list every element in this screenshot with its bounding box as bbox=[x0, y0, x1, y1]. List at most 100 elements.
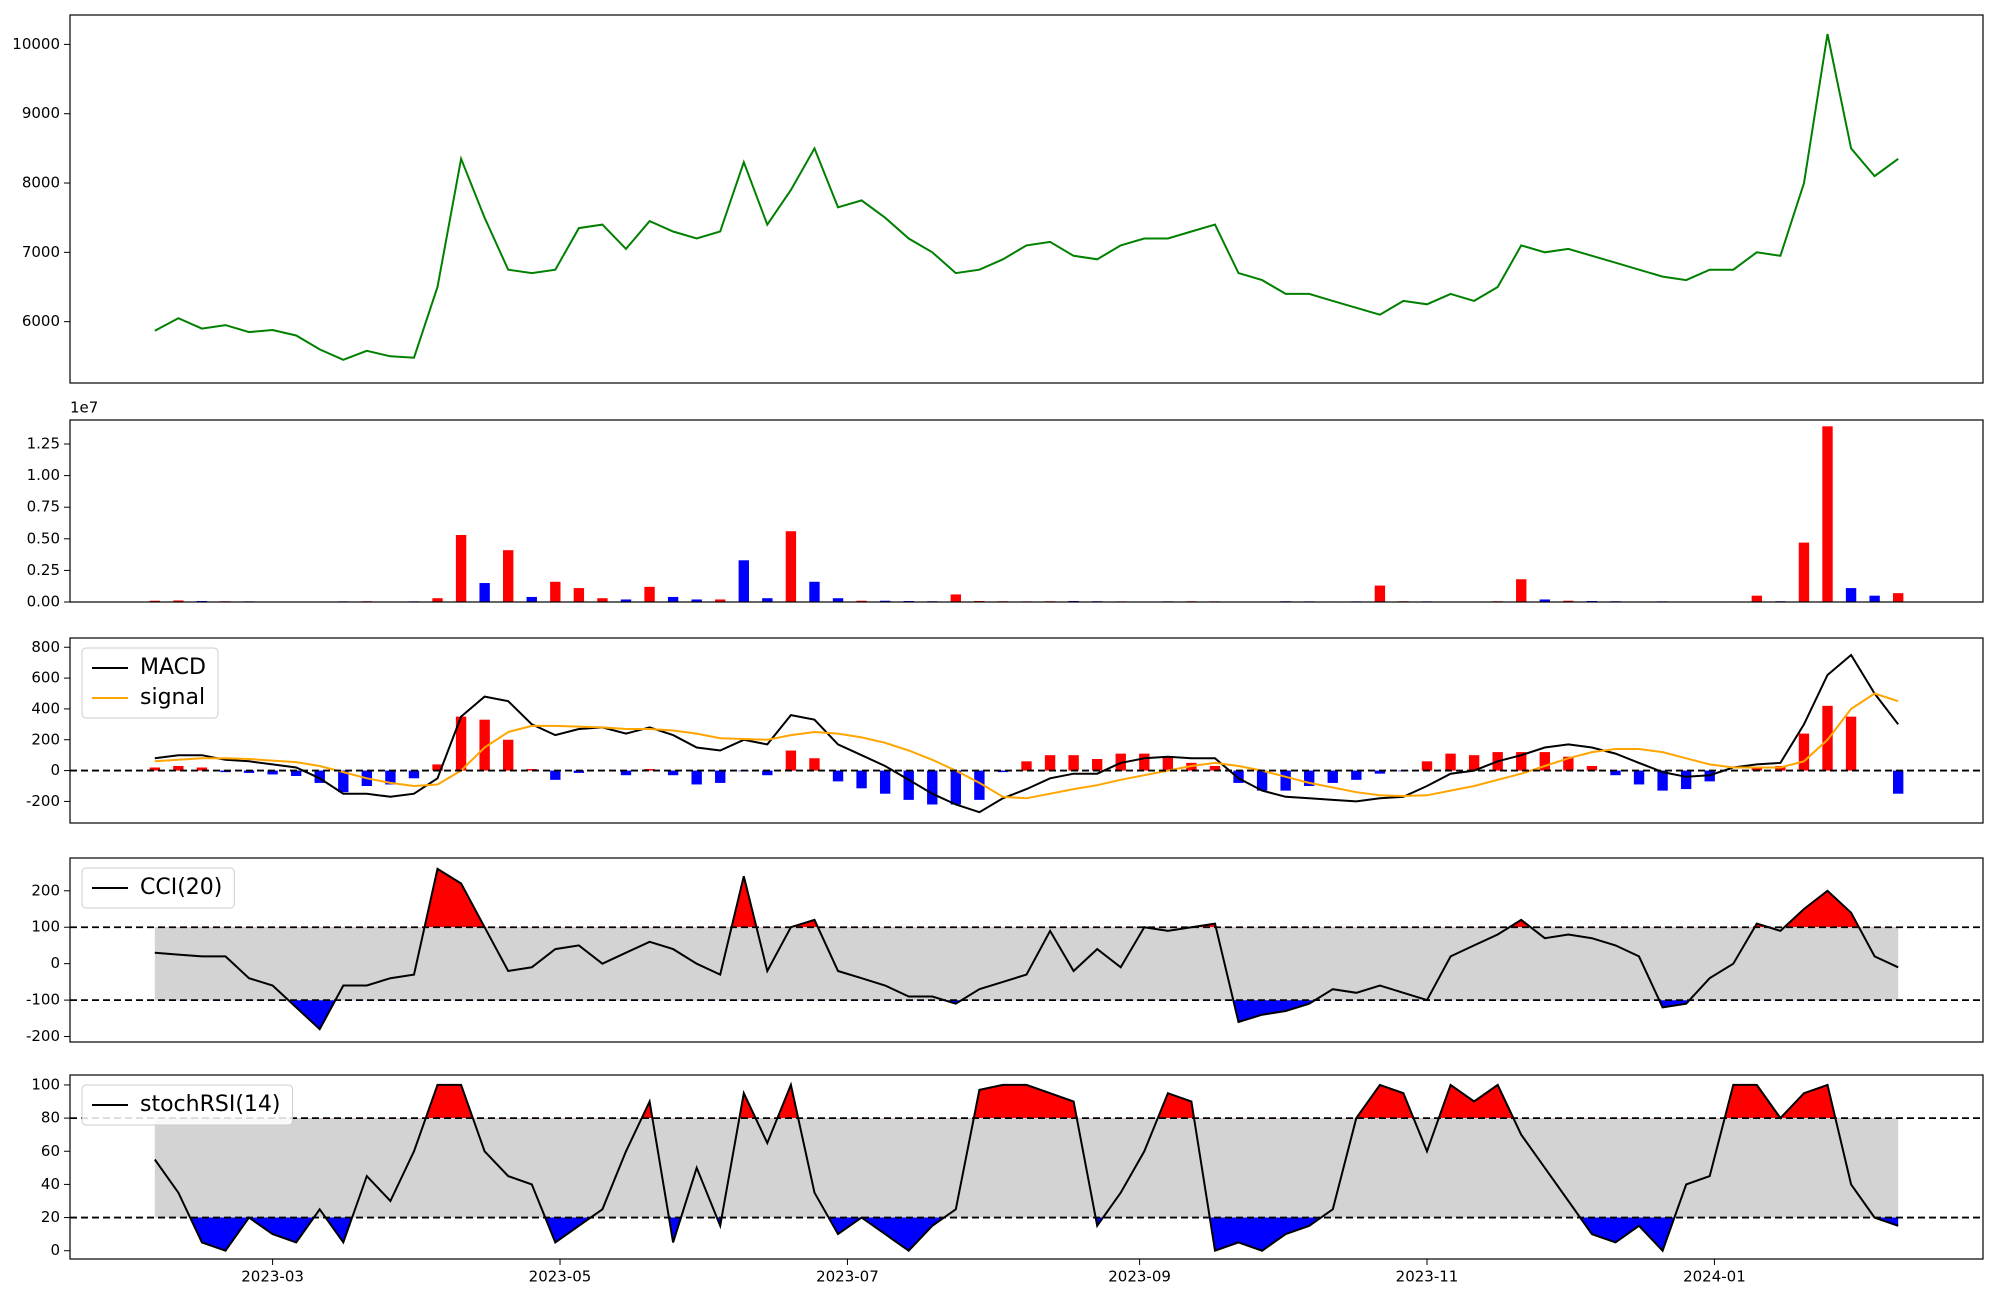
histogram-bar bbox=[1327, 770, 1338, 783]
histogram-bar bbox=[1304, 770, 1315, 786]
histogram-bar bbox=[479, 719, 490, 771]
axes-frame bbox=[69, 637, 1984, 824]
y-tick-label: 800 bbox=[31, 638, 60, 656]
histogram-bar bbox=[856, 770, 867, 789]
histogram-bar bbox=[667, 770, 679, 776]
axes-frame bbox=[69, 1074, 1984, 1260]
plot-area bbox=[149, 426, 1904, 602]
volume-bar bbox=[1374, 585, 1386, 602]
legend-label: MACD bbox=[140, 655, 206, 680]
volume-bar bbox=[432, 598, 443, 602]
legend-label: CCI(20) bbox=[140, 875, 222, 900]
histogram-bar bbox=[832, 770, 844, 782]
volume-bar bbox=[1516, 579, 1527, 602]
histogram-bar bbox=[1021, 761, 1032, 771]
volume-bar bbox=[173, 600, 184, 602]
y-tick-label: -200 bbox=[26, 792, 60, 810]
volume-bar bbox=[644, 586, 655, 602]
y-tick-label: 80 bbox=[41, 1109, 60, 1127]
histogram-bar bbox=[1633, 770, 1645, 785]
volume-bar bbox=[1893, 593, 1904, 602]
y-tick-label: 0 bbox=[50, 954, 60, 972]
histogram-bar bbox=[950, 770, 962, 805]
legend-box bbox=[81, 867, 235, 909]
histogram-bar bbox=[408, 770, 420, 779]
volume-bar bbox=[550, 581, 561, 602]
histogram-bar bbox=[432, 764, 443, 771]
y-tick-label: 200 bbox=[31, 881, 60, 899]
histogram-bar bbox=[1680, 770, 1692, 790]
volume-bar bbox=[809, 581, 820, 602]
legend: stochRSI(14) bbox=[81, 1084, 293, 1126]
histogram-bar bbox=[974, 770, 985, 800]
volume-bar bbox=[950, 594, 962, 602]
histogram-bar bbox=[785, 750, 797, 771]
y-tick-label: 9000 bbox=[22, 104, 60, 122]
y-tick-label: 20 bbox=[41, 1208, 60, 1226]
y-tick-label: 600 bbox=[31, 669, 60, 687]
histogram-bar bbox=[550, 770, 561, 780]
plot-area bbox=[70, 1081, 1983, 1253]
volume-bar bbox=[1798, 542, 1810, 602]
histogram-bar bbox=[455, 716, 467, 771]
histogram-bar bbox=[1657, 770, 1668, 791]
x-tick-label: 2023-03 bbox=[241, 1268, 304, 1286]
histogram-bar bbox=[1539, 752, 1550, 771]
histogram-bar bbox=[1233, 770, 1244, 783]
histogram-bar bbox=[1374, 770, 1386, 774]
plot-area bbox=[154, 33, 1899, 361]
y-tick-label: 6000 bbox=[22, 312, 60, 330]
volume-bar bbox=[1563, 600, 1574, 602]
histogram-bar bbox=[1162, 756, 1174, 771]
volume-bar bbox=[149, 600, 160, 602]
histogram-bar bbox=[1751, 767, 1763, 771]
plot-area bbox=[70, 867, 1983, 1031]
histogram-bar bbox=[620, 770, 632, 776]
histogram-bar bbox=[1421, 761, 1433, 771]
histogram-bar bbox=[338, 770, 349, 793]
plot-area bbox=[70, 653, 1983, 814]
volume-bar bbox=[1845, 588, 1857, 602]
histogram-bar bbox=[1256, 770, 1268, 791]
volume-bar bbox=[1751, 595, 1763, 602]
volume-bar bbox=[785, 531, 797, 602]
y-tick-label: 8000 bbox=[22, 174, 60, 192]
histogram-bar bbox=[1139, 753, 1150, 771]
x-tick-label: 2023-09 bbox=[1108, 1268, 1171, 1286]
lower-fill bbox=[154, 1000, 1899, 1030]
histogram-bar bbox=[1044, 755, 1056, 771]
volume-bar bbox=[479, 583, 490, 602]
y-tick-label: 10000 bbox=[12, 35, 60, 53]
histogram-bar bbox=[1516, 752, 1527, 771]
histogram-bar bbox=[1445, 753, 1456, 771]
y-tick-label: 40 bbox=[41, 1175, 60, 1193]
y-tick-label: 200 bbox=[31, 730, 60, 748]
legend-label: stochRSI(14) bbox=[140, 1092, 281, 1117]
y-tick-label: 0 bbox=[50, 761, 60, 779]
histogram-bar bbox=[1468, 755, 1480, 771]
volume-bar bbox=[879, 600, 891, 602]
y-tick-label: 1.25 bbox=[27, 435, 60, 453]
volume-bar bbox=[526, 596, 537, 602]
volume-bar bbox=[1822, 426, 1833, 602]
y-tick-label: 0.00 bbox=[27, 593, 60, 611]
y-tick-label: 100 bbox=[31, 1075, 60, 1093]
histogram-bar bbox=[196, 767, 208, 771]
histogram-bar bbox=[1845, 716, 1857, 771]
histogram-bar bbox=[526, 769, 537, 771]
volume-bar bbox=[762, 598, 773, 602]
histogram-bar bbox=[267, 770, 278, 775]
legend-box bbox=[81, 647, 219, 719]
axes-frame bbox=[69, 419, 1984, 603]
series-line bbox=[154, 692, 1899, 800]
legend-label: signal bbox=[140, 685, 205, 710]
band bbox=[154, 1118, 1899, 1218]
histogram-bar bbox=[927, 770, 938, 805]
y-tick-label: 7000 bbox=[22, 243, 60, 261]
volume-bar bbox=[738, 560, 749, 602]
axes-frame bbox=[69, 14, 1984, 384]
histogram-bar bbox=[314, 770, 325, 783]
x-tick-label: 2023-05 bbox=[529, 1268, 592, 1286]
histogram-bar bbox=[1280, 770, 1291, 791]
legend-box bbox=[81, 1084, 293, 1126]
